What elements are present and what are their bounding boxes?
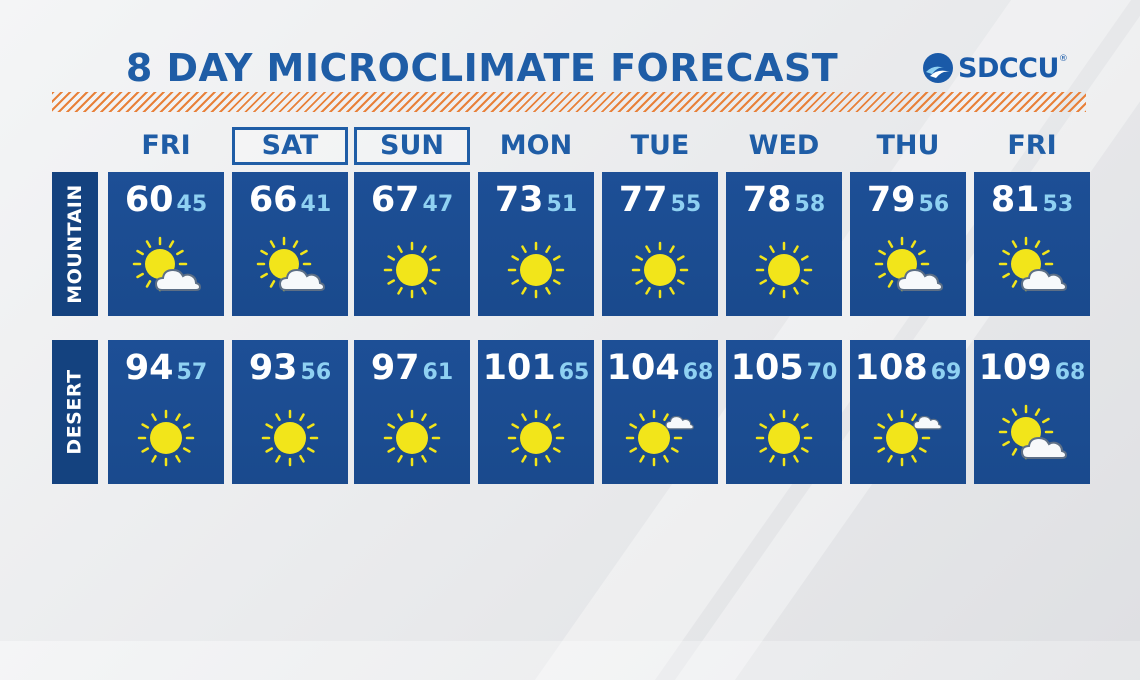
partly-cloudy-icon xyxy=(994,230,1070,306)
forecast-cell: 66 41 xyxy=(232,172,348,316)
low-temperature: 65 xyxy=(558,360,590,385)
low-temperature: 45 xyxy=(176,192,208,217)
partly-cloudy-icon xyxy=(128,230,204,306)
row-label-desert: DESERT xyxy=(52,340,98,484)
sunny-icon xyxy=(374,230,450,306)
page-title: 8 DAY MICROCLIMATE FORECAST xyxy=(125,46,839,90)
temperature-pair: 78 58 xyxy=(726,180,842,220)
low-temperature: 47 xyxy=(422,192,454,217)
logo-text: SDCCU xyxy=(958,52,1059,84)
sdccu-logo: SDCCU ® xyxy=(922,48,1068,88)
row-label-text: MOUNTAIN xyxy=(64,184,86,304)
forecast-cell: 101 65 xyxy=(478,340,594,484)
forecast-cell: 79 56 xyxy=(850,172,966,316)
low-temperature: 68 xyxy=(1054,360,1086,385)
sunny-icon xyxy=(746,230,822,306)
temperature-pair: 60 45 xyxy=(108,180,224,220)
low-temperature: 51 xyxy=(546,192,578,217)
forecast-cell: 67 47 xyxy=(354,172,470,316)
row-label-text: DESERT xyxy=(64,369,86,455)
sunny-icon xyxy=(128,398,204,474)
forecast-cell: 81 53 xyxy=(974,172,1090,316)
temperature-pair: 101 65 xyxy=(478,348,594,388)
low-temperature: 57 xyxy=(176,360,208,385)
hatched-divider xyxy=(52,92,1086,112)
sunny-icon xyxy=(622,230,698,306)
low-temperature: 41 xyxy=(300,192,332,217)
low-temperature: 69 xyxy=(930,360,962,385)
day-label: FRI xyxy=(141,130,191,161)
high-temperature: 105 xyxy=(730,348,804,388)
high-temperature: 81 xyxy=(990,180,1040,220)
forecast-cell: 78 58 xyxy=(726,172,842,316)
low-temperature: 68 xyxy=(682,360,714,385)
low-temperature: 70 xyxy=(806,360,838,385)
sunny-icon xyxy=(498,230,574,306)
day-label: THU xyxy=(876,130,940,161)
forecast-cell: 60 45 xyxy=(108,172,224,316)
temperature-pair: 79 56 xyxy=(850,180,966,220)
temperature-pair: 77 55 xyxy=(602,180,718,220)
forecast-cell: 108 69 xyxy=(850,340,966,484)
day-label: TUE xyxy=(630,130,690,161)
high-temperature: 109 xyxy=(978,348,1052,388)
forecast-cell: 104 68 xyxy=(602,340,718,484)
low-temperature: 55 xyxy=(670,192,702,217)
temperature-pair: 97 61 xyxy=(354,348,470,388)
temperature-pair: 108 69 xyxy=(850,348,966,388)
mostly-sunny-icon xyxy=(622,398,698,474)
high-temperature: 101 xyxy=(482,348,556,388)
low-temperature: 56 xyxy=(300,360,332,385)
temperature-pair: 104 68 xyxy=(602,348,718,388)
low-temperature: 56 xyxy=(918,192,950,217)
forecast-cell: 109 68 xyxy=(974,340,1090,484)
high-temperature: 93 xyxy=(248,348,298,388)
temperature-pair: 93 56 xyxy=(232,348,348,388)
high-temperature: 77 xyxy=(618,180,668,220)
partly-cloudy-icon xyxy=(252,230,328,306)
sdccu-logo-icon xyxy=(923,53,953,83)
mostly-sunny-icon xyxy=(870,398,946,474)
sunny-icon xyxy=(374,398,450,474)
temperature-pair: 109 68 xyxy=(974,348,1090,388)
day-label: MON xyxy=(499,130,573,161)
partly-cloudy-icon xyxy=(994,398,1070,474)
forecast-cell: 77 55 xyxy=(602,172,718,316)
temperature-pair: 105 70 xyxy=(726,348,842,388)
high-temperature: 97 xyxy=(370,348,420,388)
high-temperature: 94 xyxy=(124,348,174,388)
row-label-mountain: MOUNTAIN xyxy=(52,172,98,316)
temperature-pair: 67 47 xyxy=(354,180,470,220)
forecast-cell: 105 70 xyxy=(726,340,842,484)
forecast-cell: 97 61 xyxy=(354,340,470,484)
sunny-icon xyxy=(498,398,574,474)
day-label: WED xyxy=(748,130,820,161)
forecast-cell: 73 51 xyxy=(478,172,594,316)
registered-mark: ® xyxy=(1058,54,1068,64)
high-temperature: 73 xyxy=(494,180,544,220)
high-temperature: 67 xyxy=(370,180,420,220)
high-temperature: 79 xyxy=(866,180,916,220)
high-temperature: 108 xyxy=(854,348,928,388)
high-temperature: 78 xyxy=(742,180,792,220)
temperature-pair: 81 53 xyxy=(974,180,1090,220)
forecast-cell: 93 56 xyxy=(232,340,348,484)
low-temperature: 53 xyxy=(1042,192,1074,217)
temperature-pair: 94 57 xyxy=(108,348,224,388)
sunny-icon xyxy=(252,398,328,474)
day-label: FRI xyxy=(1007,130,1057,161)
temperature-pair: 73 51 xyxy=(478,180,594,220)
day-label: SAT xyxy=(232,127,348,165)
high-temperature: 60 xyxy=(124,180,174,220)
high-temperature: 66 xyxy=(248,180,298,220)
sunny-icon xyxy=(746,398,822,474)
forecast-cell: 94 57 xyxy=(108,340,224,484)
high-temperature: 104 xyxy=(606,348,680,388)
day-label: SUN xyxy=(354,127,470,165)
low-temperature: 58 xyxy=(794,192,826,217)
low-temperature: 61 xyxy=(422,360,454,385)
partly-cloudy-icon xyxy=(870,230,946,306)
temperature-pair: 66 41 xyxy=(232,180,348,220)
